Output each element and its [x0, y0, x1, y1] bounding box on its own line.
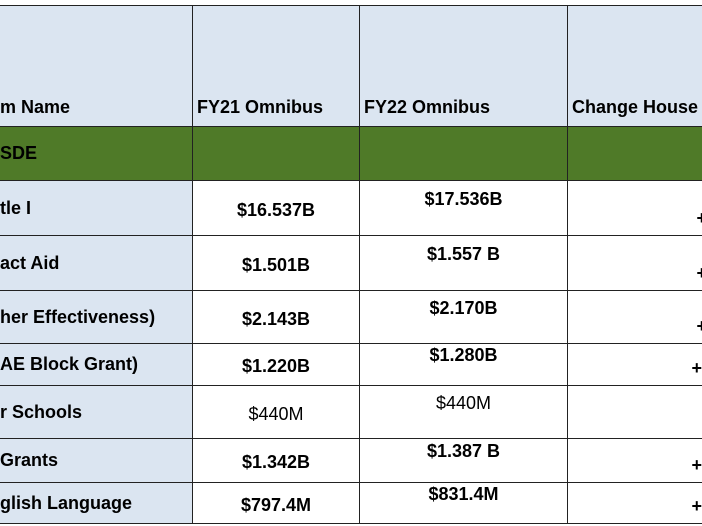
data-cell: Grants [0, 439, 193, 483]
data-cell [568, 386, 702, 439]
header-cell: Change House [568, 6, 702, 127]
cell-text: $1.501B [241, 254, 311, 275]
cell-text: $1.342B [241, 452, 311, 472]
cell-text: Change House [572, 97, 699, 117]
data-cell: $1.557 B [360, 236, 568, 291]
data-cell: $1.342B [193, 439, 360, 483]
cell-text: tle I [0, 197, 32, 218]
data-cell: act Aid [0, 236, 193, 291]
cell-text: r Schools [0, 401, 83, 422]
cell-text: act Aid [0, 252, 60, 273]
cell-text: + [696, 316, 702, 337]
data-cell: $440M [360, 386, 568, 439]
cell-text: +. [691, 455, 702, 475]
data-cell: $2.143B [193, 291, 360, 344]
data-cell: +. [568, 344, 702, 386]
cell-text: $2.143B [241, 308, 311, 329]
data-cell: glish Language [0, 483, 193, 524]
data-cell: + [568, 236, 702, 291]
data-cell: $16.537B [193, 181, 360, 236]
data-cell: tle I [0, 181, 193, 236]
header-cell: FY21 Omnibus [193, 6, 360, 127]
cell-text: $440M [435, 392, 492, 413]
data-cell: $797.4M [193, 483, 360, 524]
data-cell: $1.220B [193, 344, 360, 386]
cell-text: Grants [0, 450, 59, 470]
data-cell: +. [568, 439, 702, 483]
cell-text: + [696, 208, 702, 229]
cell-text: + [696, 263, 702, 284]
data-cell: +. [568, 483, 702, 524]
cell-text: $1.220B [241, 356, 311, 376]
cell-text: +. [691, 358, 702, 378]
section-cell [360, 127, 568, 181]
cell-text: FY22 Omnibus [364, 97, 491, 117]
cell-text: $1.280B [429, 345, 498, 365]
cell-text: $16.537B [236, 199, 316, 220]
cell-text: AE Block Grant) [0, 354, 139, 374]
cell-text: FY21 Omnibus [197, 97, 324, 117]
cell-text: $440M [248, 403, 304, 424]
data-cell: her Effectiveness) [0, 291, 193, 344]
header-cell: FY22 Omnibus [360, 6, 568, 127]
cell-text: $17.536B [424, 188, 503, 209]
data-cell: $1.280B [360, 344, 568, 386]
header-cell: m Name [0, 6, 193, 127]
data-cell: r Schools [0, 386, 193, 439]
cell-text: her Effectiveness) [0, 306, 156, 327]
cell-text: $2.170B [429, 297, 498, 318]
cell-text: +. [691, 496, 702, 516]
data-cell: $440M [193, 386, 360, 439]
cell-text: $1.387 B [426, 441, 501, 461]
data-cell: $831.4M [360, 483, 568, 524]
cell-text: m Name [0, 97, 71, 117]
data-cell: $1.387 B [360, 439, 568, 483]
cell-text: SDE [0, 143, 38, 163]
section-cell: SDE [0, 127, 193, 181]
cell-text: $1.557 B [426, 243, 501, 264]
data-cell: AE Block Grant) [0, 344, 193, 386]
data-cell: + [568, 181, 702, 236]
cell-text: $831.4M [428, 483, 499, 504]
section-cell [568, 127, 702, 181]
data-cell: $17.536B [360, 181, 568, 236]
section-cell [193, 127, 360, 181]
cell-text: $797.4M [240, 494, 312, 515]
data-cell: $1.501B [193, 236, 360, 291]
table: m Name FY21 Omnibus FY22 Omnibus Change Hou… [0, 5, 702, 524]
cell-text: glish Language [0, 492, 133, 513]
data-cell: $2.170B [360, 291, 568, 344]
data-cell: + [568, 291, 702, 344]
